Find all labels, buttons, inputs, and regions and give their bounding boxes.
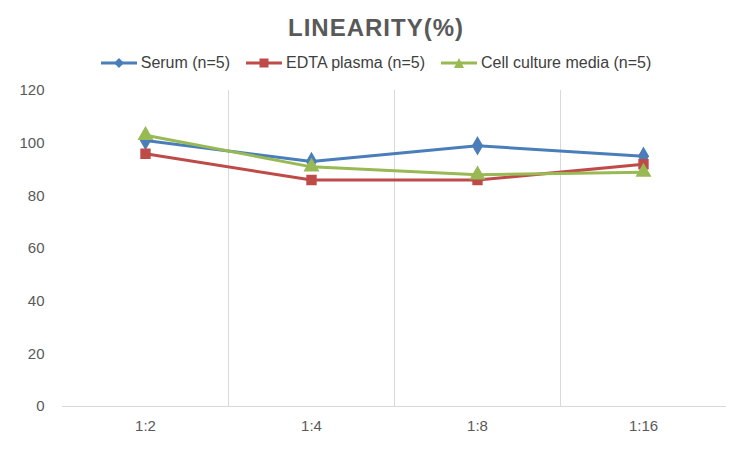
svg-text:80: 80 <box>28 187 45 204</box>
html-text:EDTA plasma (n=5): EDTA plasma (n=5) <box>286 54 425 71</box>
svg-text:1:2: 1:2 <box>135 417 156 434</box>
svg-text:120: 120 <box>19 81 44 98</box>
svg-text:0: 0 <box>36 397 44 414</box>
svg-text:20: 20 <box>28 345 45 362</box>
svg-text:60: 60 <box>28 239 45 256</box>
html-text:Serum (n=5): Serum (n=5) <box>140 54 231 71</box>
svg-text:1:8: 1:8 <box>467 417 488 434</box>
svg-text:1:16: 1:16 <box>629 417 658 434</box>
html-text:LINEARITY(%): LINEARITY(%) <box>288 14 464 41</box>
svg-text:100: 100 <box>19 134 44 151</box>
svg-text:40: 40 <box>28 292 45 309</box>
html-text:Cell culture media (n=5): Cell culture media (n=5) <box>481 54 652 71</box>
svg-text:1:4: 1:4 <box>301 417 322 434</box>
